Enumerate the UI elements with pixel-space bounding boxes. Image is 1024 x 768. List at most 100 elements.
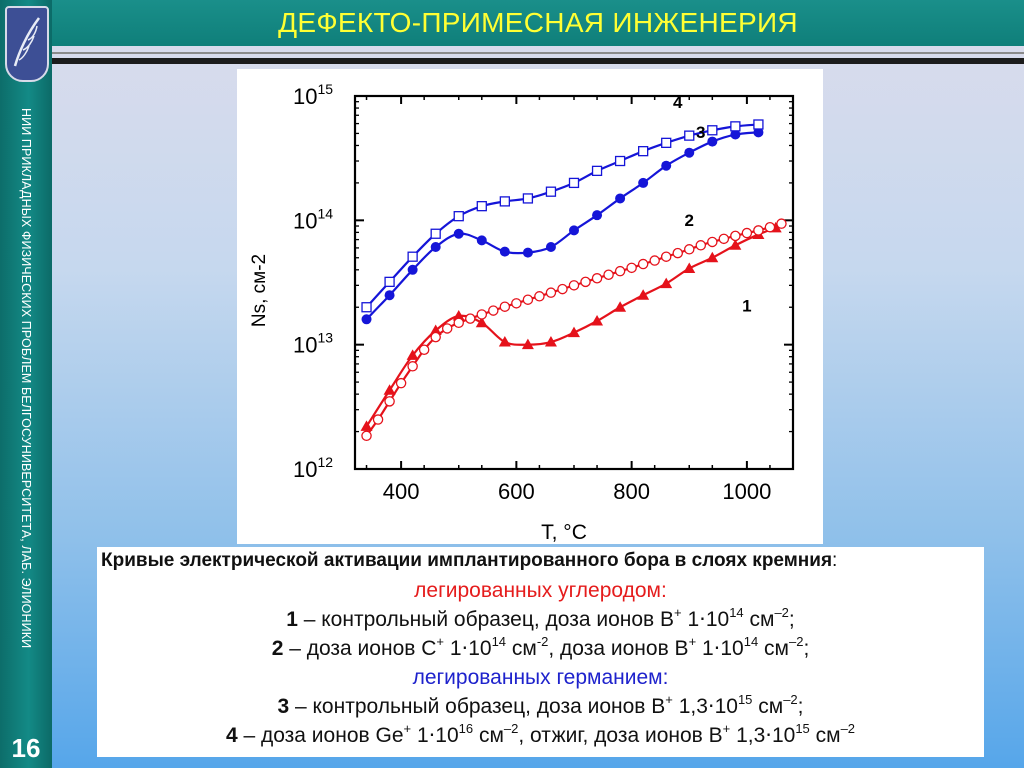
y-tick-exponent: 14 [317,205,333,221]
data-point [684,130,695,141]
item-text: см [809,724,841,747]
data-point [499,301,511,312]
item-text: 1,3⋅10 [730,724,796,747]
data-point [545,242,556,253]
data-point [729,239,742,250]
item-text: см [743,608,775,631]
item-text: ; [788,608,795,631]
data-point [361,314,372,325]
data-point [476,201,487,212]
data-point [384,396,395,407]
data-point [638,146,649,157]
data-point [672,247,683,259]
series-2 [361,218,787,442]
data-point [476,235,487,246]
data-point [511,298,522,309]
data-point [591,315,604,326]
data-point [488,305,499,316]
data-point [418,344,430,356]
item-number: 4 [225,724,238,747]
data-point [544,336,557,347]
item-sup: 14 [743,633,759,649]
item-sup: 15 [795,720,810,736]
item-number: 2 [271,637,284,660]
data-point [637,258,649,270]
curve-label: 2 [685,211,694,230]
data-point [361,430,372,442]
data-point [475,316,488,328]
curve-label: 1 [742,296,751,315]
data-point [522,193,534,204]
y-tick-label: 1015 [293,81,333,109]
caption-heading-colon: : [832,550,838,571]
data-point [764,221,776,233]
divider-thick [52,58,1024,64]
item-sup: 14 [491,633,507,649]
item-number: 1 [286,608,298,631]
curve-label: 3 [696,123,705,142]
data-point [684,147,695,158]
data-point [384,290,395,301]
x-axis-title: T, °C [541,521,587,544]
data-point [430,242,441,253]
organization-label: НИИ ПРИКЛАДНЫХ ФИЗИЧЕСКИХ ПРОБЛЕМ БЕЛГОС… [19,108,33,649]
chart-panel: 400 600 800 1000 1012 1013 1014 1015 T, °C Ns, см… [237,69,823,544]
item-text: ; [803,637,810,660]
item-sup: 14 [729,604,744,620]
data-point [476,309,488,320]
data-point [452,310,465,321]
item-sup: -2 [536,633,549,649]
data-point [683,262,696,273]
caption-heading-text: Кривые электрической активации имплантир… [101,550,833,571]
data-point [591,165,603,177]
y-tick-exponent: 15 [317,81,333,97]
item-sup: –2 [788,633,804,649]
data-point [730,121,741,132]
y-axis-title: Ns, см-2 [249,254,270,327]
slide-title: ДЕФЕКТО-ПРИМЕСНАЯ ИНЖЕНЕРИЯ [278,7,798,38]
data-point [453,317,464,329]
data-point [580,276,591,288]
item-text: , доза ионов B [548,637,689,660]
data-point [429,324,442,335]
data-point [453,211,464,222]
data-point [741,227,753,239]
item-text: см [506,637,537,660]
data-point [637,289,650,300]
data-point [638,177,649,188]
item-sup: –2 [840,720,856,736]
data-point [603,269,614,281]
caption-heading: Кривые электрической активации имплантир… [97,547,984,576]
caption-item-2: 2 – доза ионов C+ 1⋅1014 см-2, доза ионо… [97,634,984,663]
data-point [614,301,627,312]
data-point [465,313,476,324]
data-point [706,251,719,263]
item-text: ; [797,695,804,718]
caption-item-1: 1 – контрольный образец, доза ионов B+ 1… [97,605,984,634]
slide-number: 16 [11,733,41,763]
data-point [660,251,672,262]
data-point [521,338,534,350]
data-point [568,326,580,338]
item-sup: + [436,633,444,649]
item-sup: 15 [737,691,753,707]
series-4 [361,119,764,313]
x-tick-label: 800 [613,479,650,504]
y-tick-base: 10 [293,208,317,233]
y-tick-label: 1014 [293,205,333,233]
data-point [453,228,464,239]
data-point [441,323,453,334]
y-tick-exponent: 13 [317,330,333,346]
data-point [684,244,695,255]
curve-label: 4 [673,93,683,112]
data-point [753,119,764,130]
data-point [614,155,626,167]
item-sup: + [688,633,697,649]
item-text: , отжиг, доза ионов B [518,724,723,747]
data-point [499,196,510,207]
caption-box: Кривые электрической активации имплантир… [97,547,984,757]
title-bar: ДЕФЕКТО-ПРИМЕСНАЯ ИНЖЕНЕРИЯ [52,0,1024,46]
data-point [499,246,510,257]
data-point [395,377,407,389]
